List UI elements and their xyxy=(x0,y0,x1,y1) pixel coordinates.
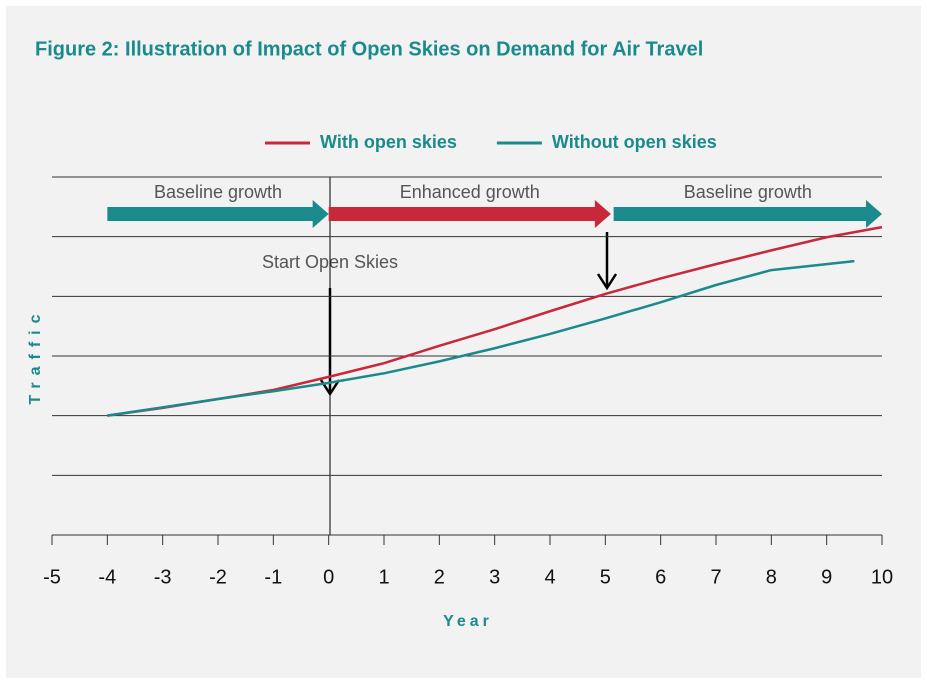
phase-arrow xyxy=(328,200,611,228)
x-tick-label: 4 xyxy=(544,566,555,588)
series-line xyxy=(107,259,855,417)
phase-arrow xyxy=(613,200,882,228)
x-tick-label: 5 xyxy=(600,566,611,588)
y-axis-label: Traffic xyxy=(27,307,44,404)
x-tick-label: 6 xyxy=(655,566,666,588)
phase-label: Baseline growth xyxy=(684,182,812,202)
x-tick-label: -4 xyxy=(98,566,116,588)
x-tick-label: 10 xyxy=(871,566,893,588)
x-tick-label: -5 xyxy=(43,566,61,588)
x-tick-label: 2 xyxy=(434,566,445,588)
x-tick-label: 3 xyxy=(489,566,500,588)
legend-label: Without open skies xyxy=(552,132,717,152)
x-tick-label: -2 xyxy=(209,566,227,588)
phase-label: Baseline growth xyxy=(154,182,282,202)
phase-arrow xyxy=(107,200,329,228)
x-tick-label: 1 xyxy=(378,566,389,588)
x-tick-label: -3 xyxy=(154,566,172,588)
x-tick-label: 9 xyxy=(821,566,832,588)
x-tick-label: 0 xyxy=(323,566,334,588)
x-tick-label: 8 xyxy=(766,566,777,588)
panel xyxy=(6,6,921,678)
x-tick-label: -1 xyxy=(264,566,282,588)
legend-label: With open skies xyxy=(320,132,457,152)
x-axis-label: Year xyxy=(443,613,493,630)
arrow-head xyxy=(596,273,618,291)
x-tick-label: 7 xyxy=(710,566,721,588)
phase-label: Enhanced growth xyxy=(400,182,540,202)
chart-title: Figure 2: Illustration of Impact of Open… xyxy=(35,38,703,60)
